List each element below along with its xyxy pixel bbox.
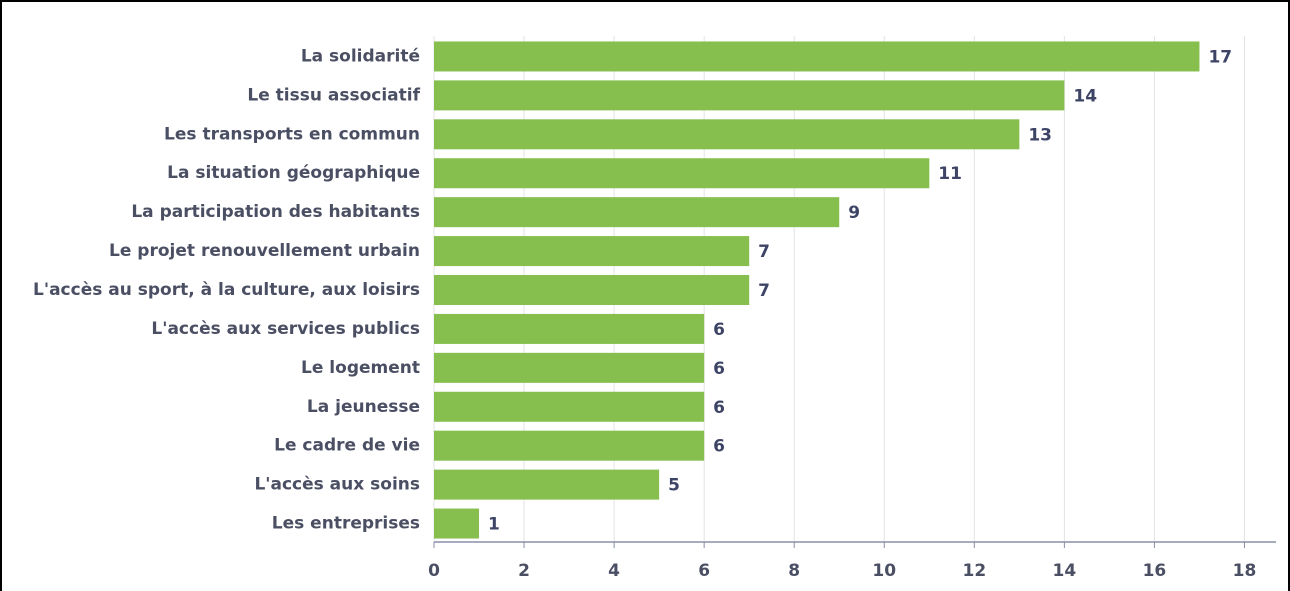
- bar: [434, 469, 660, 500]
- y-tick-label: Les transports en commun: [164, 124, 420, 144]
- bar: [434, 352, 705, 383]
- y-tick-label: La participation des habitants: [131, 202, 420, 222]
- value-label: 1: [488, 515, 500, 535]
- y-tick-label: Le logement: [301, 358, 420, 378]
- bar: [434, 275, 750, 305]
- bar: [434, 430, 705, 461]
- value-label: 5: [668, 476, 680, 496]
- y-tick-label: Les entreprises: [272, 514, 420, 534]
- y-tick-label: Le projet renouvellement urbain: [109, 241, 420, 261]
- bar: [434, 80, 1065, 111]
- value-label: 14: [1073, 86, 1097, 106]
- value-label: 6: [713, 398, 725, 418]
- bar: [434, 236, 750, 267]
- x-tick-label: 0: [428, 561, 440, 581]
- bar: [434, 508, 480, 539]
- x-tick-label: 18: [1233, 561, 1257, 581]
- bar: [434, 313, 705, 344]
- x-tick-label: 12: [962, 561, 986, 581]
- x-tick-label: 2: [518, 561, 530, 581]
- bar: [434, 41, 1200, 72]
- y-tick-label: La situation géographique: [167, 163, 420, 183]
- value-label: 7: [758, 281, 770, 301]
- value-label: 6: [713, 359, 725, 379]
- value-label: 13: [1028, 125, 1052, 145]
- bar: [434, 391, 705, 422]
- value-label: 17: [1208, 47, 1232, 67]
- bar: [434, 158, 930, 189]
- y-tick-label: L'accès aux services publics: [151, 319, 420, 339]
- y-tick-label: La jeunesse: [307, 397, 420, 417]
- value-label: 6: [713, 320, 725, 340]
- x-tick-label: 16: [1143, 561, 1167, 581]
- y-tick-label: La solidarité: [301, 46, 420, 66]
- x-tick-label: 4: [608, 561, 620, 581]
- value-label: 7: [758, 242, 770, 262]
- x-tick-label: 14: [1053, 561, 1077, 581]
- x-tick-label: 10: [872, 561, 896, 581]
- value-label: 6: [713, 437, 725, 457]
- bar: [434, 197, 840, 228]
- value-label: 9: [848, 203, 860, 223]
- y-tick-label: L'accès aux soins: [254, 475, 420, 495]
- y-tick-label: Le cadre de vie: [274, 436, 420, 456]
- y-tick-label: Le tissu associatif: [247, 85, 420, 105]
- x-tick-label: 6: [698, 561, 710, 581]
- x-tick-label: 8: [788, 561, 800, 581]
- value-label: 11: [938, 164, 962, 184]
- bar: [434, 119, 1020, 150]
- y-tick-label: L'accès au sport, à la culture, aux lois…: [33, 280, 420, 300]
